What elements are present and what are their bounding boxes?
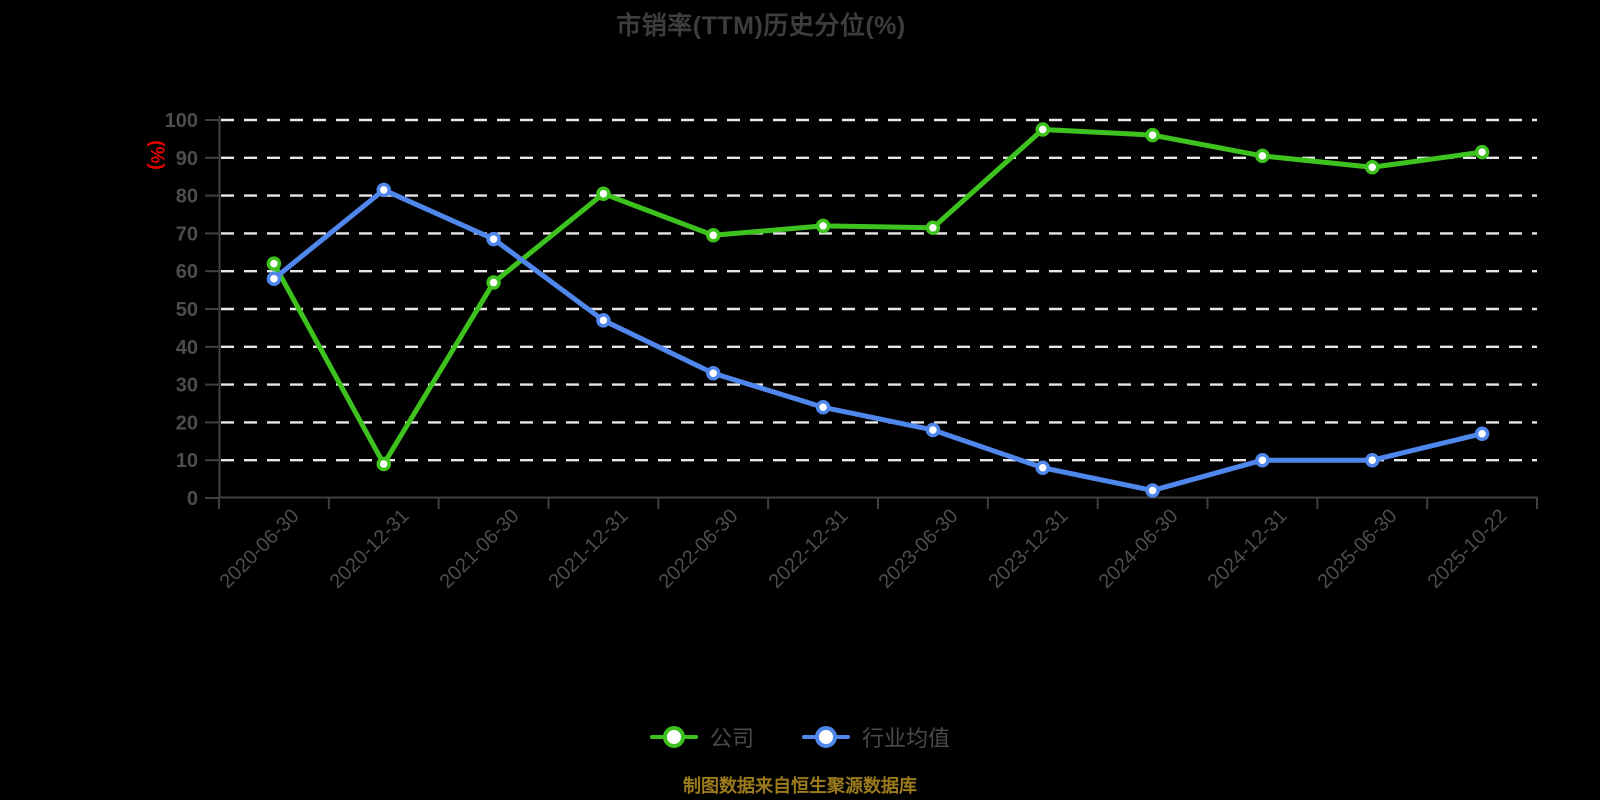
y-axis-tick-label: 70 bbox=[176, 223, 198, 245]
industry-data-point bbox=[1474, 426, 1490, 441]
industry-data-point bbox=[596, 313, 611, 328]
y-axis-tick-label: 40 bbox=[176, 337, 198, 359]
y-axis-tick-label: 0 bbox=[187, 488, 198, 510]
legend-item-industry[interactable]: 行业均值 bbox=[802, 721, 950, 753]
y-axis-tick-label: 50 bbox=[176, 299, 198, 321]
y-axis-tick-label: 30 bbox=[176, 375, 198, 397]
legend-label-industry: 行业均值 bbox=[862, 726, 951, 751]
company-data-point bbox=[706, 228, 721, 243]
company-data-point bbox=[1255, 148, 1270, 164]
legend: 公司 行业均值 bbox=[0, 720, 1600, 754]
chart-title: 市销率(TTM)历史分位(%) bbox=[616, 12, 906, 40]
industry-data-point bbox=[376, 182, 391, 198]
industry-data-point bbox=[266, 271, 282, 287]
company-data-point bbox=[1474, 144, 1490, 160]
industry-line-marker-icon bbox=[802, 725, 850, 749]
company-data-point bbox=[486, 275, 501, 290]
industry-data-point bbox=[1035, 460, 1050, 476]
industry-data-point bbox=[1255, 452, 1270, 468]
y-axis-tick-label: 90 bbox=[176, 148, 198, 170]
y-axis-tick-label: 20 bbox=[176, 412, 198, 434]
industry-data-point bbox=[1365, 452, 1380, 468]
y-axis-tick-label: 60 bbox=[176, 261, 198, 283]
legend-label-company: 公司 bbox=[709, 726, 754, 751]
company-data-point bbox=[925, 220, 941, 235]
company-data-point bbox=[376, 456, 391, 472]
y-axis-tick-label: 10 bbox=[176, 450, 198, 472]
industry-data-point bbox=[1145, 483, 1160, 498]
data-source-note: 制图数据来自恒生聚源数据库 bbox=[683, 776, 917, 796]
industry-data-point bbox=[815, 400, 831, 415]
y-axis-tick-label: 100 bbox=[165, 110, 198, 132]
legend-item-company[interactable]: 公司 bbox=[649, 721, 754, 753]
company-data-point bbox=[266, 256, 282, 271]
company-line-marker-icon bbox=[649, 725, 698, 749]
industry-data-point bbox=[706, 366, 721, 381]
y-axis-tick-label: 80 bbox=[176, 186, 198, 208]
company-data-point bbox=[1035, 122, 1050, 137]
industry-data-point bbox=[925, 422, 941, 438]
company-data-point bbox=[1145, 127, 1160, 143]
company-data-point bbox=[1365, 160, 1380, 175]
industry-data-point bbox=[486, 231, 501, 247]
company-data-point bbox=[596, 186, 611, 201]
company-series-line bbox=[271, 126, 1485, 467]
industry-series-line bbox=[271, 187, 1485, 493]
company-data-point bbox=[815, 218, 831, 234]
